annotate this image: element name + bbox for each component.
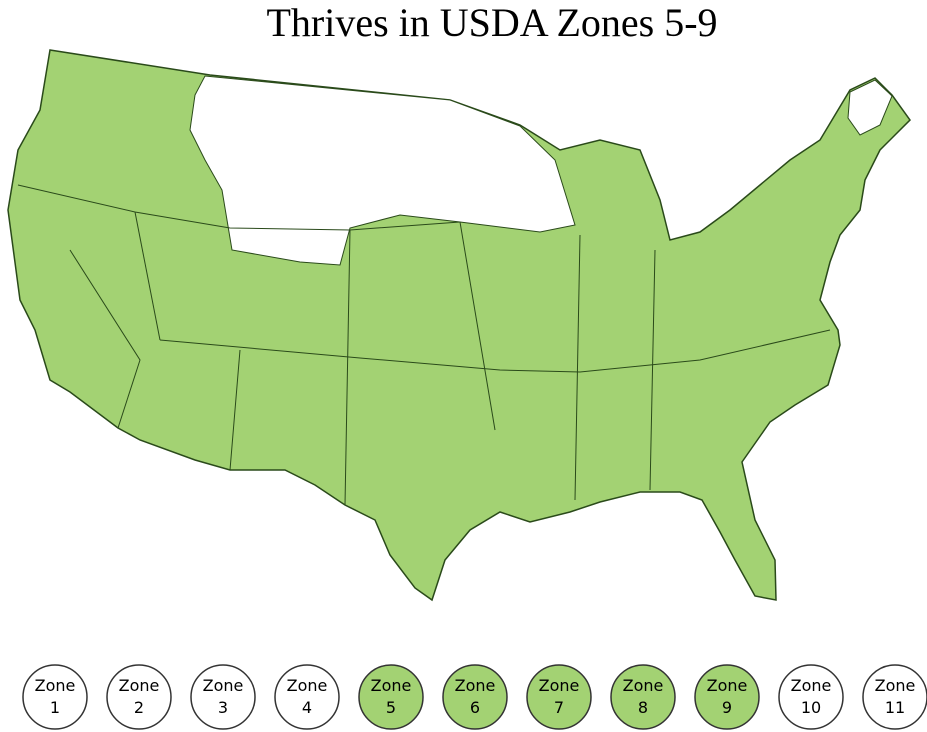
- zone-label: Zone: [203, 676, 244, 695]
- zone-number: 1: [50, 698, 60, 717]
- zone-number: 10: [801, 698, 821, 717]
- zone-label: Zone: [287, 676, 328, 695]
- zone-label: Zone: [35, 676, 76, 695]
- zone-label: Zone: [371, 676, 412, 695]
- zone-badge: [526, 664, 592, 730]
- zone-label: Zone: [791, 676, 832, 695]
- zone-badge: [694, 664, 760, 730]
- zone-number: 6: [470, 698, 480, 717]
- zone-label: Zone: [707, 676, 748, 695]
- zone-badge: [778, 664, 844, 730]
- zone-label: Zone: [455, 676, 496, 695]
- zone-number: 7: [554, 698, 564, 717]
- cold-region: [189, 75, 576, 266]
- zone-badge: [610, 664, 676, 730]
- zone-number: 8: [638, 698, 648, 717]
- zone-label: Zone: [875, 676, 916, 695]
- zone-badge: [190, 664, 256, 730]
- title: Thrives in USDA Zones 5-9: [266, 0, 717, 45]
- zone-number: 9: [722, 698, 732, 717]
- zone-label: Zone: [119, 676, 160, 695]
- zone-number: 4: [302, 698, 312, 717]
- zone-label: Zone: [539, 676, 580, 695]
- state-borders: [17, 184, 831, 506]
- zone-badge: [106, 664, 172, 730]
- zone-legend: Zone 1 Zone 2 Zone 3 Zone 4 Zone 5 Zone 6 Zone 7 Zone 8…: [22, 664, 927, 730]
- zone-badge: [862, 664, 927, 730]
- us-map: [7, 49, 911, 602]
- zone-number: 11: [885, 698, 905, 717]
- zone-badge: [442, 664, 508, 730]
- zone-badge: [358, 664, 424, 730]
- zone-badge: [274, 664, 340, 730]
- zone-number: 2: [134, 698, 144, 717]
- zone-number: 5: [386, 698, 396, 717]
- cold-region-maine: [847, 79, 893, 136]
- zone-label: Zone: [623, 676, 664, 695]
- zone-number: 3: [218, 698, 228, 717]
- zone-badge: [22, 664, 88, 730]
